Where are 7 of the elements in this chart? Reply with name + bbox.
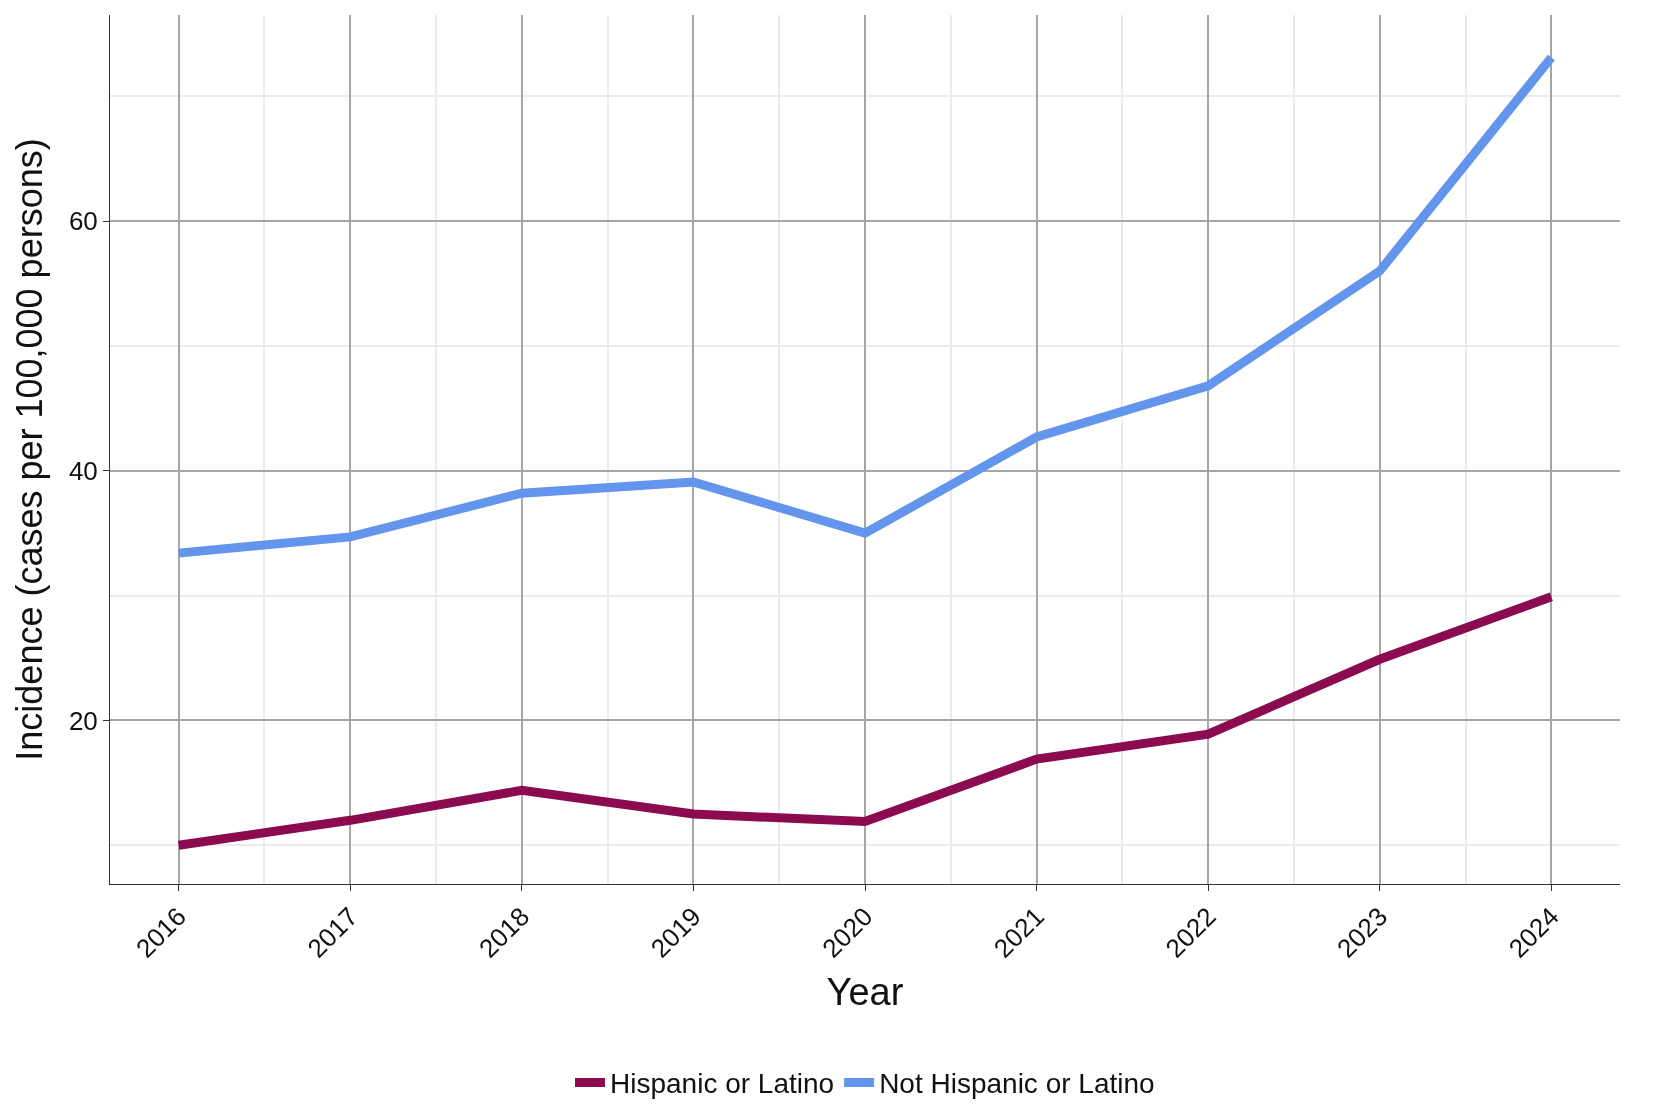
y-axis-title: Incidence (cases per 100,000 persons) bbox=[8, 138, 50, 761]
y-tick-label: 40 bbox=[68, 455, 98, 486]
y-tick-label: 20 bbox=[68, 705, 98, 736]
x-axis-title: Year bbox=[826, 970, 904, 1013]
legend-label: Not Hispanic or Latino bbox=[879, 1068, 1155, 1100]
y-tick-label: 60 bbox=[68, 206, 98, 237]
legend-label: Hispanic or Latino bbox=[610, 1068, 835, 1100]
